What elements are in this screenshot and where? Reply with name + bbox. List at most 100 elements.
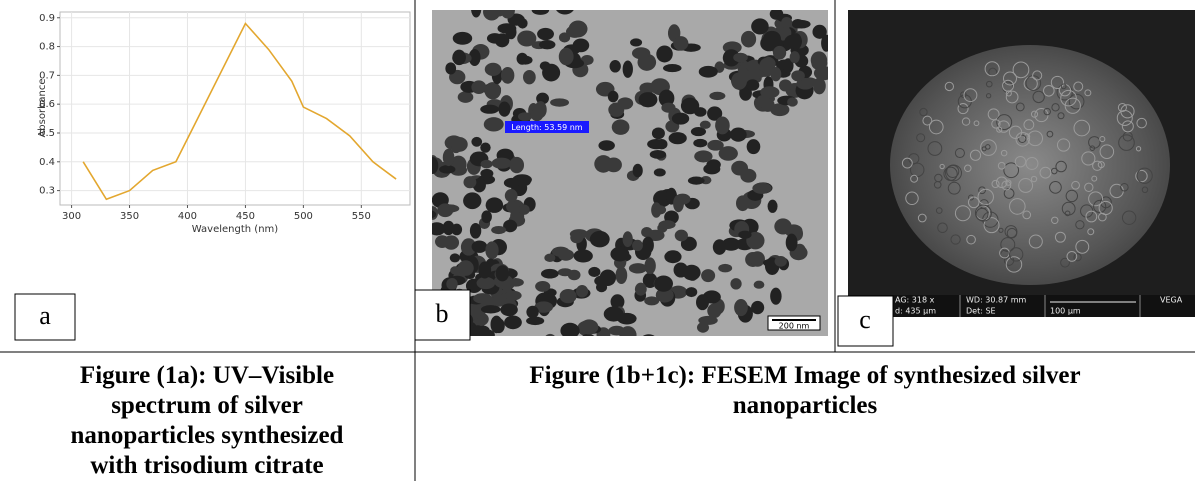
nanoparticle [698, 316, 717, 325]
nanoparticle [683, 265, 701, 281]
nanoparticle [760, 86, 779, 98]
nanoparticle [496, 265, 509, 281]
nanoparticle [580, 319, 598, 334]
nanoparticle [693, 139, 707, 147]
nanoparticle [644, 257, 655, 274]
nanoparticle [652, 127, 665, 139]
nanoparticle [519, 205, 530, 215]
x-tick-label: 500 [294, 211, 313, 222]
nanoparticle [480, 169, 493, 178]
y-tick-label: 0.6 [39, 99, 55, 110]
nanoparticle [485, 63, 502, 76]
nanoparticle [486, 197, 504, 213]
nanoparticle [471, 1, 481, 18]
nanoparticle [635, 283, 647, 296]
nanoparticle [574, 249, 593, 262]
nanoparticle [594, 155, 612, 173]
nanoparticle [763, 31, 781, 47]
nanoparticle [518, 112, 532, 121]
nanoparticle [505, 291, 522, 301]
panel-label: b [436, 299, 449, 328]
nanoparticle [420, 210, 437, 219]
nanoparticle [775, 256, 787, 267]
nanoparticle [787, 97, 798, 106]
nanoparticle [718, 264, 732, 273]
nanoparticle [731, 72, 747, 89]
nanoparticle [644, 296, 659, 305]
nanoparticle [452, 50, 466, 66]
x-axis-label: Wavelength (nm) [192, 224, 278, 235]
nanoparticle [517, 53, 528, 65]
nanoparticle [632, 47, 650, 59]
nanoparticle [478, 262, 491, 279]
plot-area [60, 12, 410, 205]
nanoparticle [558, 268, 573, 276]
nanoparticle [675, 230, 688, 242]
nanoparticle [499, 0, 510, 11]
nanoparticle [559, 48, 574, 66]
sem-scale-label: 100 µm [1050, 307, 1081, 316]
nanoparticle [746, 79, 759, 90]
nanoparticle [608, 91, 619, 103]
nanoparticle [537, 28, 554, 40]
nanoparticle [612, 119, 630, 134]
caption-line: spectrum of silver [111, 392, 303, 419]
y-tick-label: 0.4 [39, 157, 55, 168]
nanoparticle [641, 227, 652, 237]
nanoparticle [560, 323, 579, 339]
nanoparticle [610, 60, 621, 73]
nanoparticle [540, 0, 559, 7]
nanoparticle [523, 70, 536, 84]
nanoparticle [647, 139, 666, 149]
nanoparticle [623, 231, 633, 247]
nanoparticle [428, 222, 446, 235]
nanoparticle [494, 0, 510, 7]
panel-label: c [859, 305, 871, 334]
tem-image [411, 0, 833, 370]
nanoparticle [770, 67, 781, 81]
measure-label: Length: 53.59 nm [511, 123, 582, 132]
nanoparticle [750, 70, 764, 79]
nanoparticle [534, 101, 546, 118]
nanoparticle [484, 82, 501, 99]
nanoparticle [598, 140, 614, 151]
y-tick-label: 0.3 [39, 186, 55, 197]
nanoparticle [736, 195, 749, 211]
nanoparticle [412, 181, 424, 197]
nanoparticle [532, 6, 550, 15]
nanoparticle [774, 218, 791, 234]
nanoparticle [446, 278, 457, 290]
nanoparticle [541, 269, 559, 279]
nanoparticle [751, 18, 769, 34]
nanoparticle [633, 164, 643, 178]
sem-mag: AG: 318 x [895, 296, 935, 305]
nanoparticle [747, 139, 761, 154]
particle-aggregate [890, 45, 1170, 285]
nanoparticle [790, 51, 800, 63]
nanoparticle [439, 165, 455, 174]
nanoparticle [784, 35, 802, 49]
x-tick-label: 450 [236, 211, 255, 222]
nanoparticle [517, 30, 536, 46]
scale-bar-label: 200 nm [779, 322, 810, 331]
caption-line: nanoparticles synthesized [71, 422, 344, 449]
figure: Wavelength (nm) Absorbance 3003504004505… [0, 0, 1195, 481]
nanoparticle [458, 260, 474, 276]
nanoparticle [792, 19, 804, 29]
nanoparticle [560, 289, 577, 303]
nanoparticle [786, 234, 798, 252]
nanoparticle [738, 231, 751, 239]
nanoparticle [663, 64, 682, 72]
nanoparticle [451, 137, 468, 152]
nanoparticle [450, 266, 460, 274]
nanoparticle [484, 117, 504, 131]
nanoparticle [610, 247, 629, 262]
nanoparticle [504, 315, 522, 329]
nanoparticle [618, 345, 632, 355]
nanoparticle [654, 168, 666, 176]
nanoparticle [471, 137, 482, 147]
nanoparticle [713, 239, 726, 255]
x-tick-label: 300 [62, 211, 81, 222]
nanoparticle [539, 40, 555, 49]
